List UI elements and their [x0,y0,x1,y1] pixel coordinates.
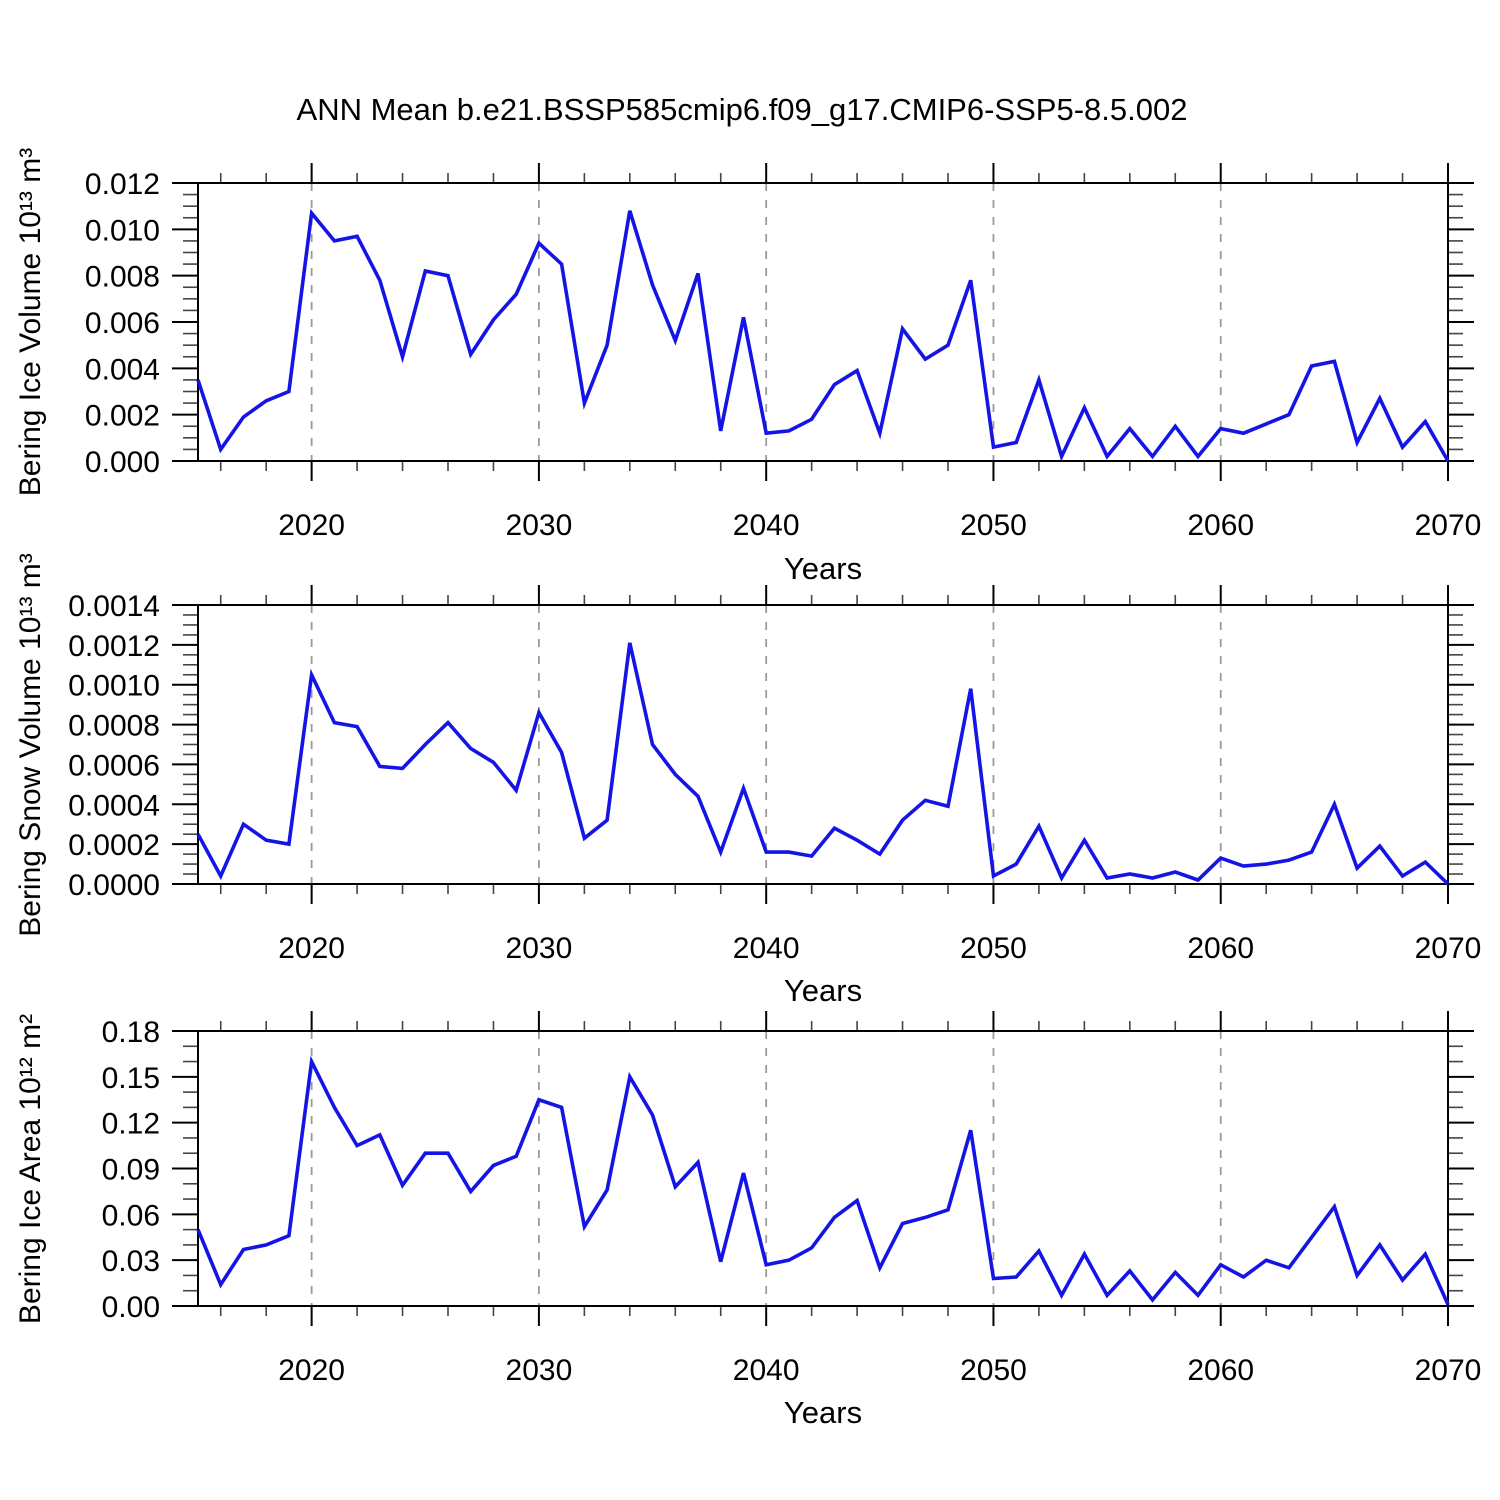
y-tick-label: 0.09 [102,1154,160,1187]
x-axis-title-years-top: Years [783,551,863,586]
x-tick-label: 2060 [1187,509,1254,542]
x-tick-label: 2060 [1187,932,1254,965]
x-tick-label: 2030 [506,509,573,542]
x-tick-label: 2020 [278,932,345,965]
y-tick-label: 0.0004 [68,789,160,822]
y-tick-label: 0.03 [102,1245,160,1278]
y-tick-label: 0.010 [85,214,160,247]
y-tick-label: 0.0002 [68,829,160,862]
y-tick-label: 0.18 [102,1016,160,1049]
x-tick-label: 2040 [733,932,800,965]
x-tick-label: 2030 [506,1354,573,1387]
x-tick-label: 2070 [1415,1354,1482,1387]
y-tick-label: 0.0006 [68,749,160,782]
series-line-ice-area [196,1055,1450,1306]
plot-frame [197,604,1449,885]
y-tick-label: 0.0010 [68,670,160,703]
chart-title: ANN Mean b.e21.BSSP585cmip6.f09_g17.CMIP… [296,92,1188,127]
plot-frame [197,1030,1449,1307]
y-tick-label: 0.008 [85,261,160,294]
panel-ice-volume: 2020 2030 2040 2050 2060 2070 0.000 0.002 0.004 0… [85,163,1481,542]
y-tick-label: 0.0008 [68,710,160,743]
x-tick-label: 2050 [960,1354,1027,1387]
x-tick-label: 2050 [960,509,1027,542]
y-tick-label: 0.0000 [68,869,160,902]
x-tick-label: 2070 [1415,932,1482,965]
y-tick-label: 0.012 [85,168,160,201]
x-tick-label: 2030 [506,932,573,965]
y-tick-label: 0.06 [102,1199,160,1232]
y-tick-label: 0.15 [102,1062,160,1095]
x-axis-title-years-bottom: Years [783,1395,863,1430]
panel-snow-volume: 2020 2030 2040 2050 2060 2070 0.0000 0.0002 0.00… [68,585,1481,965]
series-line-snow-volume [196,642,1450,886]
series-line-ice-volume [196,208,1450,462]
x-axis-title-years-middle: Years [783,973,863,1008]
y-tick-label: 0.0012 [68,630,160,663]
y-tick-label: 0.00 [102,1291,160,1324]
x-tick-label: 2070 [1415,509,1482,542]
x-tick-label: 2050 [960,932,1027,965]
panel-ice-area: 2020 2030 2040 2050 2060 2070 0.00 0.03 0.06 0.09… [102,1011,1482,1387]
x-tick-label: 2040 [733,509,800,542]
plot-frame [197,182,1449,462]
y-tick-label: 0.004 [85,353,160,386]
x-tick-label: 2020 [278,1354,345,1387]
x-tick-label: 2060 [1187,1354,1254,1387]
x-tick-label: 2020 [278,509,345,542]
y-tick-label: 0.000 [85,446,160,479]
x-tick-label: 2040 [733,1354,800,1387]
y-tick-label: 0.006 [85,307,160,340]
y-tick-label: 0.002 [85,400,160,433]
y-tick-label: 0.12 [102,1108,160,1141]
y-tick-label: 0.0014 [68,590,160,623]
